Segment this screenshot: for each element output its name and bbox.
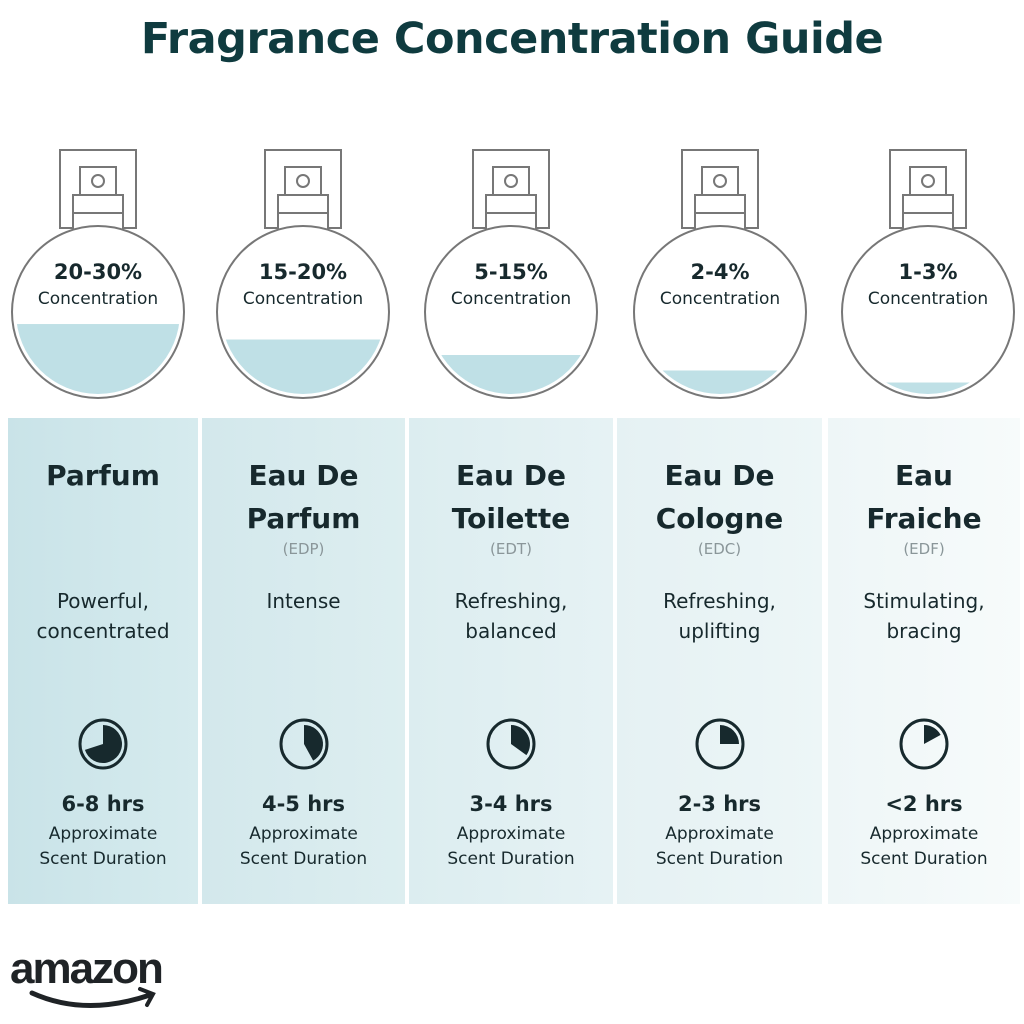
page-title: Fragrance Concentration Guide: [140, 14, 884, 64]
concentration-label: Concentration: [242, 289, 364, 309]
clock-pie-icon: [279, 718, 328, 770]
bottle: 1-3% Concentration: [828, 145, 1024, 405]
fragrance-name: Eau Fraiche: [866, 459, 982, 535]
clock-pie-icon: [486, 718, 536, 770]
perfume-bottle-icon: [216, 149, 390, 399]
duration-label: Approximate Scent Duration: [860, 824, 988, 869]
perfume-bottle-icon: [841, 149, 1015, 399]
svg-text:amazon: amazon: [10, 945, 162, 993]
clock-fill: [719, 725, 739, 744]
fragrance-description: Powerful, concentrated: [36, 589, 170, 643]
clock-pie-icon: [899, 718, 949, 770]
fragrance-type-card: Eau De Parfum (EDP) Intense 4-5 hrs Appr…: [202, 418, 405, 904]
perfume-bottle-icon: [633, 149, 807, 399]
fragrance-description: Refreshing, uplifting: [663, 589, 776, 643]
clock-fill: [84, 725, 123, 763]
fragrance-name: Eau De Toilette: [451, 459, 571, 535]
amazon-logo: amazon: [10, 944, 200, 1019]
fragrance-abbr: (EDC): [697, 540, 742, 558]
fragrance-type-card: Parfum Powerful, concentrated 6-8 hrs Ap…: [8, 418, 198, 904]
scent-duration: 6-8 hrs: [61, 792, 145, 816]
fragrance-type-card: Eau De Toilette (EDT) Refreshing, balanc…: [409, 418, 613, 904]
duration-label: Approximate Scent Duration: [239, 824, 368, 869]
clock-fill: [511, 725, 531, 756]
bottle: 5-15% Concentration: [411, 145, 611, 405]
concentration-label: Concentration: [867, 289, 989, 309]
clock-fill: [303, 725, 323, 761]
bottle: 15-20% Concentration: [203, 145, 403, 405]
concentration-percent: 2-4%: [690, 260, 750, 284]
liquid-fill: [846, 382, 1010, 394]
fragrance-type-card: Eau De Cologne (EDC) Refreshing, uplifti…: [617, 418, 822, 904]
fragrance-abbr: (EDP): [282, 540, 325, 558]
duration-label: Approximate Scent Duration: [655, 824, 784, 869]
fragrance-name: Eau De Parfum: [246, 459, 361, 535]
fragrance-description: Stimulating, bracing: [863, 589, 985, 643]
bottle: 2-4% Concentration: [620, 145, 820, 405]
perfume-bottle-icon: [11, 149, 185, 399]
duration-label: Approximate Scent Duration: [447, 824, 575, 869]
scent-duration: <2 hrs: [885, 792, 963, 816]
duration-label: Approximate Scent Duration: [39, 824, 167, 869]
concentration-percent: 5-15%: [474, 260, 548, 284]
clock-pie-icon: [78, 718, 128, 770]
fragrance-abbr: (EDT): [490, 540, 532, 558]
fragrance-abbr: (EDF): [903, 540, 945, 558]
fragrance-description: Refreshing, balanced: [454, 589, 568, 643]
liquid-fill: [638, 370, 802, 394]
fragrance-description: Intense: [266, 589, 341, 613]
concentration-label: Concentration: [37, 289, 159, 309]
scent-duration: 2-3 hrs: [677, 792, 762, 816]
concentration-label: Concentration: [659, 289, 781, 309]
bottle: 20-30% Concentration: [0, 145, 198, 405]
fragrance-type-card: Eau Fraiche (EDF) Stimulating, bracing <…: [828, 418, 1020, 904]
scent-duration: 3-4 hrs: [469, 792, 553, 816]
clock-fill: [924, 725, 941, 744]
concentration-percent: 1-3%: [898, 260, 958, 284]
scent-duration: 4-5 hrs: [261, 792, 346, 816]
concentration-percent: 15-20%: [258, 260, 348, 284]
concentration-percent: 20-30%: [53, 260, 143, 284]
concentration-label: Concentration: [450, 289, 572, 309]
clock-pie-icon: [695, 718, 744, 770]
fragrance-name: Parfum: [46, 459, 160, 492]
fragrance-name: Eau De Cologne: [655, 459, 784, 535]
perfume-bottle-icon: [424, 149, 598, 399]
